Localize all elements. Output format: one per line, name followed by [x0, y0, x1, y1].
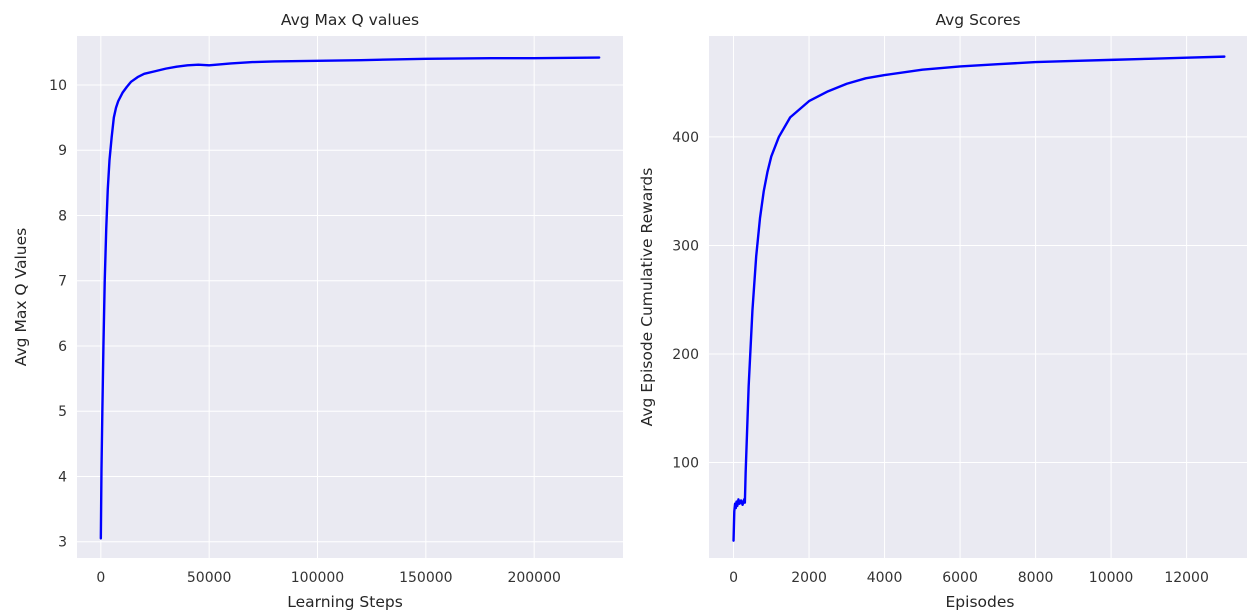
q-values-x-axis-label: Learning Steps	[287, 593, 403, 611]
q-values-tick-labels: 0 50000 100000 150000 200000 3 4 5 6 7 8 9 10	[49, 78, 561, 586]
q-values-y-axis-label: Avg Max Q Values	[12, 228, 30, 366]
scores-series	[732, 55, 1226, 542]
scores-x-tick-label: 2000	[791, 570, 827, 586]
scores-chart: 0 2000 4000 6000 8000 10000 12000100200300400 …	[638, 11, 1247, 611]
scores-x-tick-label: 10000	[1089, 570, 1134, 586]
q-values-y-tick-label: 6	[58, 339, 67, 355]
q-values-x-tick-label: 0	[96, 570, 105, 586]
scores-x-tick-label: 6000	[942, 570, 978, 586]
q-values-y-tick-label: 8	[58, 208, 67, 224]
q-values-x-tick-label: 150000	[399, 570, 452, 586]
q-values-y-tick-label: 4	[58, 469, 67, 485]
scores-gridlines	[709, 36, 1247, 558]
q-values-chart-title: Avg Max Q values	[281, 11, 419, 29]
q-values-x-tick-label: 100000	[291, 570, 344, 586]
q-values-y-tick-label: 3	[58, 535, 67, 551]
scores-y-tick-label: 200	[672, 347, 699, 363]
scores-chart-title: Avg Scores	[935, 11, 1020, 29]
scores-y-axis-label: Avg Episode Cumulative Rewards	[638, 168, 656, 427]
scores-x-tick-label: 8000	[1018, 570, 1054, 586]
scores-plot-area	[709, 36, 1247, 558]
scores-x-axis-label: Episodes	[946, 593, 1015, 611]
scores-x-tick-label: 4000	[867, 570, 903, 586]
scores-series-line	[732, 55, 1226, 542]
q-values-y-tick-label: 7	[58, 274, 67, 290]
scores-x-tick-label: 12000	[1164, 570, 1209, 586]
scores-y-tick-label: 400	[672, 130, 699, 146]
scores-y-tick-label: 100	[672, 455, 699, 471]
q-values-series-line	[99, 56, 601, 540]
q-values-x-tick-label: 200000	[507, 570, 560, 586]
q-values-y-tick-label: 9	[58, 143, 67, 159]
q-values-y-tick-label: 10	[49, 78, 67, 94]
scores-y-tick-label: 300	[672, 238, 699, 254]
scores-tick-labels: 0 2000 4000 6000 8000 10000 12000 100 200 300 400	[672, 130, 1209, 586]
q-values-gridlines	[77, 36, 623, 558]
q-values-chart: 0 50000 100000 150000 200000 3 4 5 6 7 8 9 10 Avg Ma…	[12, 11, 623, 611]
q-values-series	[99, 56, 601, 540]
q-values-plot-area	[77, 36, 623, 558]
q-values-y-tick-label: 5	[58, 404, 67, 420]
q-values-x-tick-label: 50000	[187, 570, 232, 586]
scores-x-tick-label: 0	[729, 570, 738, 586]
